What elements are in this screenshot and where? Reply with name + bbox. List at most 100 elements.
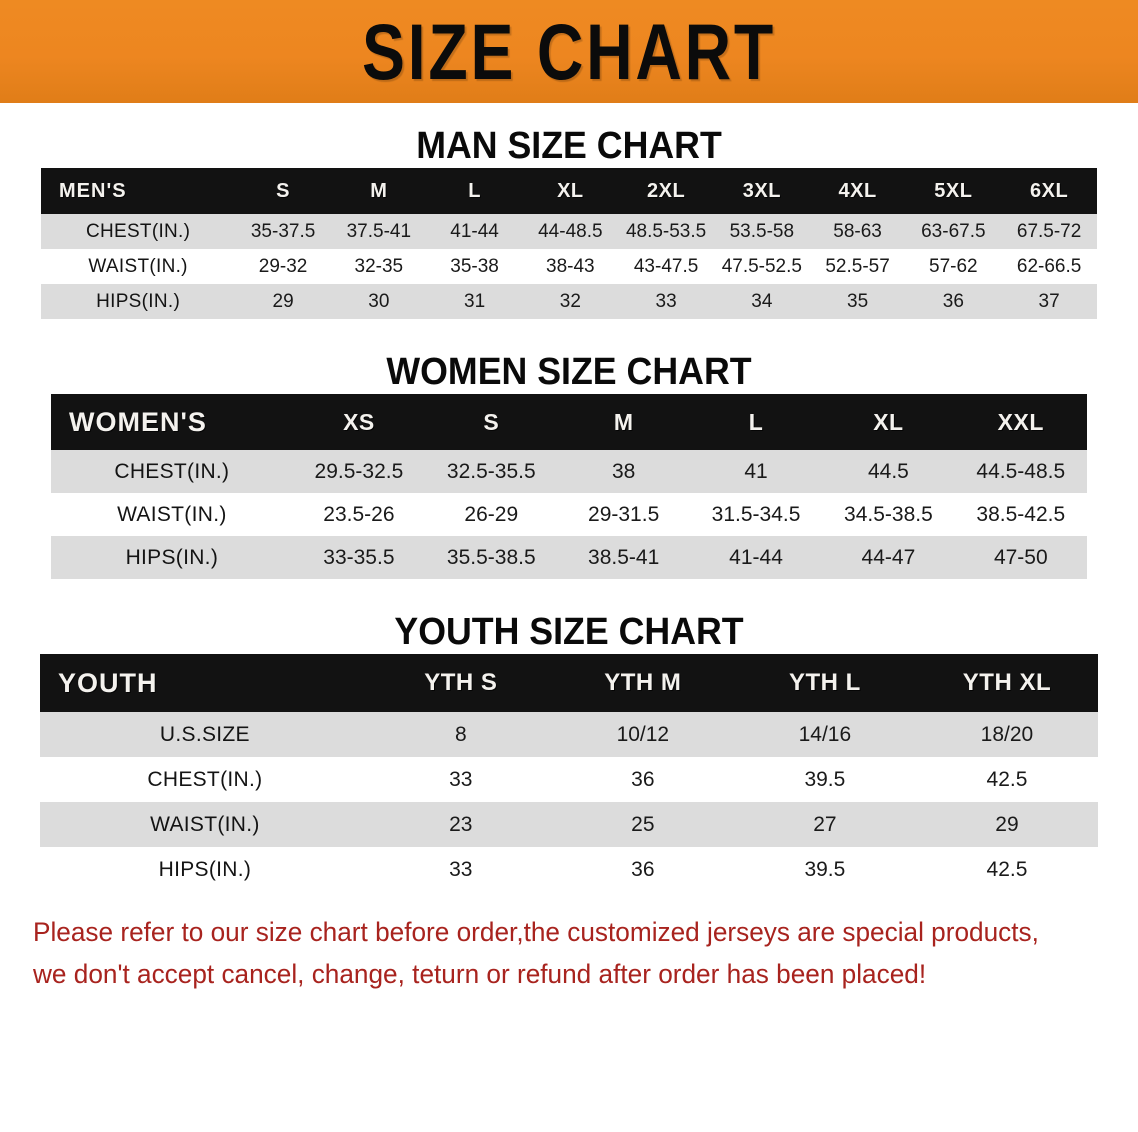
women-measurement-value: 44.5-48.5 [954,450,1087,493]
youth-measurement-value: 23 [369,802,552,847]
table-row: U.S.SIZE 8 10/12 14/16 18/20 [40,712,1098,757]
women-measurement-value: 38.5-42.5 [954,493,1087,536]
youth-table-header-row: YOUTH YTH S YTH M YTH L YTH XL [40,654,1098,712]
man-measurement-value: 36 [905,284,1002,319]
women-measurement-value: 26-29 [425,493,558,536]
youth-measurement-value: 33 [369,847,552,892]
man-measurement-value: 41-44 [426,214,523,249]
women-measurement-value: 35.5-38.5 [425,536,558,579]
youth-measurement-value: 25 [551,802,734,847]
man-measurement-value: 34 [713,284,810,319]
youth-measurement-value: 39.5 [733,847,916,892]
man-measurement-value: 67.5-72 [1001,214,1097,249]
man-size-column-header: 5XL [905,168,1002,214]
disclaimer-line-1: Please refer to our size chart before or… [33,917,1039,947]
youth-size-column-header: YTH XL [915,654,1098,712]
youth-size-column-header: YTH S [369,654,552,712]
women-section-title: WOMEN SIZE CHART [386,351,752,393]
women-size-column-header: M [557,394,690,450]
women-measurement-value: 41-44 [689,536,823,579]
youth-size-table: YOUTH YTH S YTH M YTH L YTH XL U.S.SIZE 8 10/1… [40,654,1098,892]
women-measurement-value: 38 [557,450,690,493]
man-measurement-value: 53.5-58 [713,214,810,249]
man-measurement-value: 48.5-53.5 [618,214,714,249]
women-size-column-header: XXL [954,394,1087,450]
table-row: WAIST(IN.) 23.5-26 26-29 29-31.5 31.5-34.5 34… [51,493,1087,536]
women-size-table: WOMEN'S XS S M L XL XXL CHEST(IN.) 29.5-32.5 32.… [51,394,1087,579]
table-row: CHEST(IN.) 29.5-32.5 32.5-35.5 38 41 44.5 44.5… [51,450,1087,493]
man-measurement-value: 57-62 [905,249,1002,284]
man-table-body: CHEST(IN.) 35-37.5 37.5-41 41-44 44-48.5 48.5… [41,214,1097,319]
youth-measurement-value: 42.5 [915,847,1098,892]
women-measurement-value: 23.5-26 [292,493,426,536]
man-size-column-header: S [235,168,331,214]
man-measurement-value: 29-32 [235,249,331,284]
women-measurement-value: 32.5-35.5 [425,450,558,493]
man-measurement-value: 38-43 [522,249,619,284]
man-measurement-label: WAIST(IN.) [41,249,236,284]
women-measurement-label: CHEST(IN.) [51,450,293,493]
women-measurement-value: 29-31.5 [557,493,690,536]
man-size-column-header: 3XL [713,168,810,214]
youth-measurement-label: WAIST(IN.) [40,802,370,847]
man-measurement-value: 33 [618,284,714,319]
youth-measurement-label: CHEST(IN.) [40,757,370,802]
women-measurement-value: 34.5-38.5 [822,493,955,536]
women-measurement-label: HIPS(IN.) [51,536,293,579]
man-size-table: MEN'S S M L XL 2XL 3XL 4XL 5XL 6XL CHEST(IN.) 35-3… [41,168,1097,319]
youth-measurement-value: 42.5 [915,757,1098,802]
table-row: WAIST(IN.) 29-32 32-35 35-38 38-43 43-47.5 47.… [41,249,1097,284]
man-measurement-value: 47.5-52.5 [713,249,810,284]
man-size-chart: MEN'S S M L XL 2XL 3XL 4XL 5XL 6XL CHEST(IN.) 35-3… [41,168,1097,319]
table-row: CHEST(IN.) 35-37.5 37.5-41 41-44 44-48.5 48.5… [41,214,1097,249]
disclaimer-text: Please refer to our size chart before or… [33,912,1073,996]
man-size-column-header: XL [522,168,619,214]
man-measurement-value: 30 [330,284,427,319]
table-row: WAIST(IN.) 23 25 27 29 [40,802,1098,847]
women-measurement-value: 31.5-34.5 [689,493,823,536]
table-row: HIPS(IN.) 29 30 31 32 33 34 35 36 37 [41,284,1097,319]
youth-measurement-value: 33 [369,757,552,802]
man-measurement-value: 63-67.5 [905,214,1002,249]
table-row: CHEST(IN.) 33 36 39.5 42.5 [40,757,1098,802]
women-measurement-value: 33-35.5 [292,536,426,579]
man-section-title: MAN SIZE CHART [416,125,722,167]
youth-section-title: YOUTH SIZE CHART [394,611,744,653]
women-row-label-header: WOMEN'S [51,394,293,450]
youth-measurement-value: 36 [551,757,734,802]
youth-size-column-header: YTH M [551,654,734,712]
youth-measurement-value: 10/12 [551,712,734,757]
women-measurement-value: 41 [689,450,823,493]
women-measurement-label: WAIST(IN.) [51,493,293,536]
disclaimer-line-2: we don't accept cancel, change, teturn o… [33,958,927,989]
man-measurement-value: 52.5-57 [809,249,906,284]
women-size-column-header: S [425,394,558,450]
youth-measurement-value: 14/16 [733,712,916,757]
man-measurement-value: 44-48.5 [522,214,619,249]
youth-measurement-value: 36 [551,847,734,892]
youth-measurement-value: 18/20 [915,712,1098,757]
women-size-column-header: L [689,394,823,450]
youth-table-body: U.S.SIZE 8 10/12 14/16 18/20 CHEST(IN.) 33 36 39… [40,712,1098,892]
man-size-column-header: M [330,168,427,214]
youth-size-column-header: YTH L [733,654,916,712]
youth-measurement-value: 8 [369,712,552,757]
man-size-column-header: 4XL [809,168,906,214]
youth-row-label-header: YOUTH [40,654,370,712]
man-measurement-value: 32-35 [330,249,427,284]
man-measurement-value: 31 [426,284,523,319]
man-measurement-label: HIPS(IN.) [41,284,236,319]
women-size-column-header: XS [292,394,426,450]
youth-measurement-value: 39.5 [733,757,916,802]
man-measurement-value: 58-63 [809,214,906,249]
women-table-header-row: WOMEN'S XS S M L XL XXL [51,394,1087,450]
women-size-column-header: XL [822,394,955,450]
man-measurement-value: 32 [522,284,619,319]
man-table-header-row: MEN'S S M L XL 2XL 3XL 4XL 5XL 6XL [41,168,1097,214]
man-measurement-label: CHEST(IN.) [41,214,236,249]
man-measurement-value: 37.5-41 [330,214,427,249]
man-measurement-value: 37 [1001,284,1097,319]
women-measurement-value: 47-50 [954,536,1087,579]
women-size-chart: WOMEN'S XS S M L XL XXL CHEST(IN.) 29.5-32.5 32.… [51,394,1087,579]
man-measurement-value: 62-66.5 [1001,249,1097,284]
